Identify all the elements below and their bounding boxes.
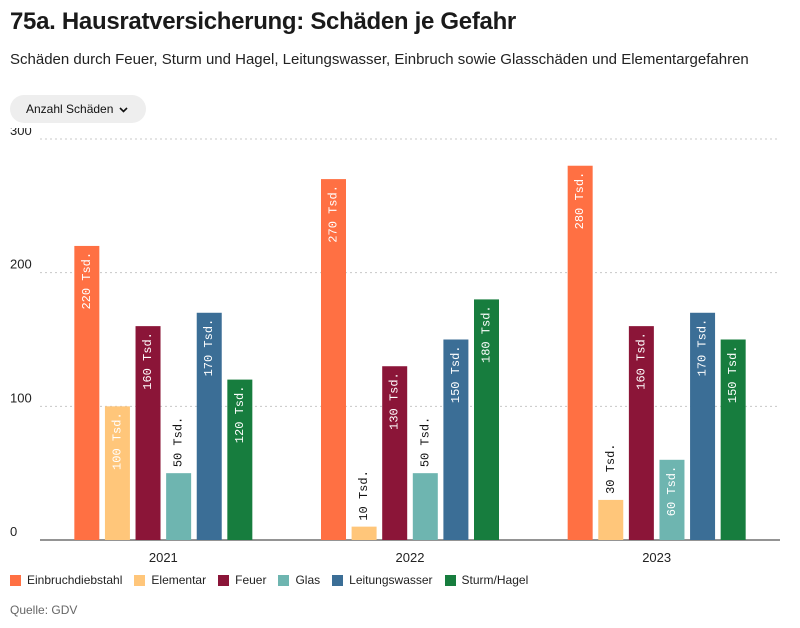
legend-label: Sturm/Hagel <box>461 573 529 587</box>
data-label: 120 Tsd. <box>233 386 247 444</box>
data-label: 160 Tsd. <box>141 332 155 390</box>
y-tick-label: 300 <box>10 128 32 138</box>
bar-einbruchdiebstahl-2023 <box>567 165 593 540</box>
y-tick-label: 200 <box>10 257 32 272</box>
bar-feuer-2023 <box>628 326 654 540</box>
legend-swatch <box>134 574 146 586</box>
bar-elementar-2021 <box>104 406 130 540</box>
bar-glas-2023 <box>659 459 685 540</box>
bar-einbruchdiebstahl-2022 <box>321 179 346 540</box>
chart-legend: Einbruchdiebstahl Elementar Feuer Glas Leitu… <box>10 573 540 587</box>
data-label: 60 Tsd. <box>665 466 679 516</box>
legend-item[interactable]: Leitungswasser <box>332 573 433 587</box>
data-label: 100 Tsd. <box>110 412 124 470</box>
data-label: 170 Tsd. <box>202 319 216 377</box>
legend-item[interactable]: Einbruchdiebstahl <box>10 573 122 587</box>
source-note: Quelle: GDV <box>10 603 78 617</box>
bar-einbruchdiebstahl-2021 <box>74 245 100 540</box>
data-label: 160 Tsd. <box>634 332 648 390</box>
bar-leitungswasser-2023 <box>690 312 716 540</box>
bar-glas-2021 <box>166 473 192 540</box>
legend-label: Leitungswasser <box>349 573 433 587</box>
data-label: 270 Tsd. <box>327 185 341 243</box>
page-title: 75a. Hausratversicherung: Schäden je Gef… <box>10 8 516 35</box>
legend-swatch <box>218 574 230 586</box>
data-label: 150 Tsd. <box>449 346 463 404</box>
data-label: 30 Tsd. <box>604 443 618 493</box>
legend-swatch <box>444 574 456 586</box>
data-label: 130 Tsd. <box>388 372 402 430</box>
legend-item[interactable]: Feuer <box>218 573 266 587</box>
data-label: 150 Tsd. <box>726 346 740 404</box>
legend-label: Glas <box>295 573 321 587</box>
legend-item[interactable]: Sturm/Hagel <box>444 573 529 587</box>
data-label: 170 Tsd. <box>696 319 710 377</box>
chevron-down-icon <box>119 105 128 115</box>
data-label: 50 Tsd. <box>418 417 432 467</box>
bar-sturm-hagel-2022 <box>474 299 499 540</box>
bar-feuer-2021 <box>135 326 161 540</box>
legend-swatch <box>332 574 344 586</box>
data-label: 10 Tsd. <box>357 470 371 520</box>
data-label: 220 Tsd. <box>80 252 94 310</box>
data-label: 280 Tsd. <box>573 172 587 230</box>
metric-dropdown-label: Anzahl Schäden <box>26 102 114 116</box>
x-tick-label: 2022 <box>396 550 425 565</box>
bar-leitungswasser-2021 <box>196 312 222 540</box>
bar-feuer-2022 <box>382 366 408 540</box>
x-tick-label: 2023 <box>642 550 671 565</box>
bar-chart: 0 100 200 300 220 Tsd. 100 Tsd. 160 Tsd. 50 Tsd… <box>10 128 780 565</box>
legend-item[interactable]: Elementar <box>134 573 206 587</box>
bar-sturm-hagel-2023 <box>720 339 746 540</box>
x-tick-label: 2021 <box>149 550 178 565</box>
page-subtitle: Schäden durch Feuer, Sturm und Hagel, Le… <box>10 51 749 68</box>
legend-label: Feuer <box>235 573 267 587</box>
bar-sturm-hagel-2021 <box>227 379 253 540</box>
data-label: 50 Tsd. <box>172 417 186 467</box>
data-label: 180 Tsd. <box>480 305 494 363</box>
legend-swatch <box>278 574 290 586</box>
bar-elementar-2023 <box>598 499 624 540</box>
y-tick-label: 100 <box>10 390 32 405</box>
legend-item[interactable]: Glas <box>278 573 320 587</box>
legend-label: Elementar <box>151 573 207 587</box>
legend-label: Einbruchdiebstahl <box>27 573 123 587</box>
bar-glas-2022 <box>412 473 438 540</box>
legend-swatch <box>10 574 21 586</box>
metric-dropdown[interactable]: Anzahl Schäden <box>10 95 147 123</box>
bar-elementar-2022 <box>351 526 377 540</box>
y-tick-label: 0 <box>10 524 17 539</box>
bar-leitungswasser-2022 <box>443 339 469 540</box>
